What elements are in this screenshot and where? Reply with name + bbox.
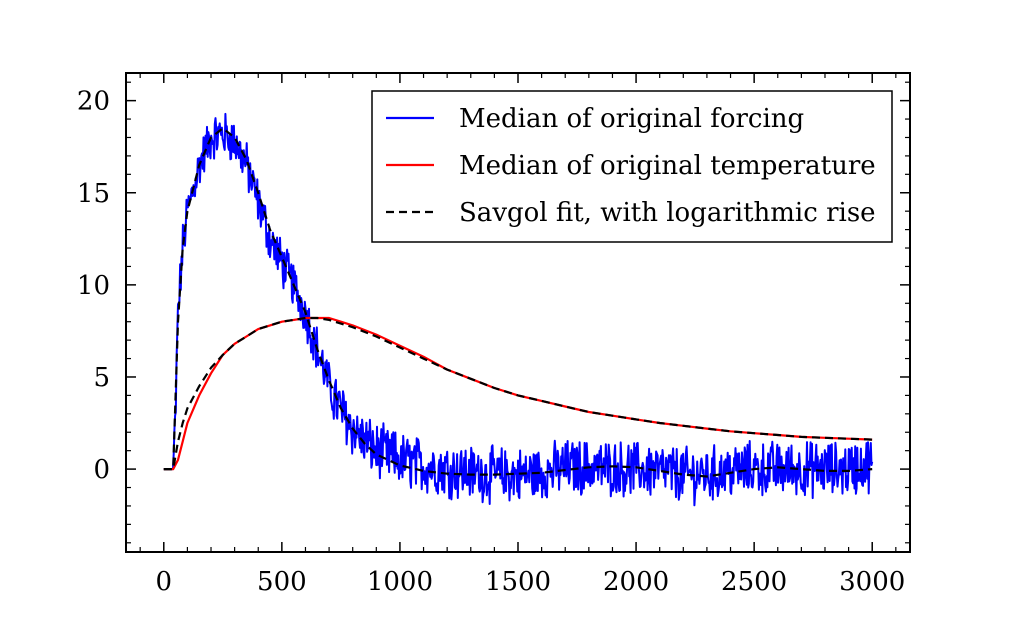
legend: Median of original forcing Median of orig… [371,90,893,243]
series-line-1 [163,316,873,471]
x-tick-label: 1000 [367,567,433,597]
x-tick-label: 3000 [839,567,905,597]
y-tick-label: 15 [77,179,110,209]
series-layer [163,112,874,507]
series-line-3 [163,316,873,471]
x-tick-label: 2000 [603,567,669,597]
y-tick-label: 20 [77,87,110,117]
y-tick-label: 5 [93,363,110,393]
legend-box [371,90,893,243]
x-tick-label: 2500 [721,567,787,597]
legend-label: Median of original temperature [459,151,876,181]
legend-label: Savgol fit, with logarithmic rise [459,198,876,228]
series-line-0 [163,112,874,507]
x-tick-label: 1500 [485,567,551,597]
y-tick-label: 0 [93,455,110,485]
legend-label: Median of original forcing [459,104,804,134]
ticks-layer: 0 500 1000 1500 2000 2500 3000 0 5 10 15 20 [77,73,910,597]
x-tick-label: 500 [257,567,307,597]
x-tick-label: 0 [156,567,173,597]
y-tick-label: 10 [77,271,110,301]
series-line-2 [163,127,873,478]
